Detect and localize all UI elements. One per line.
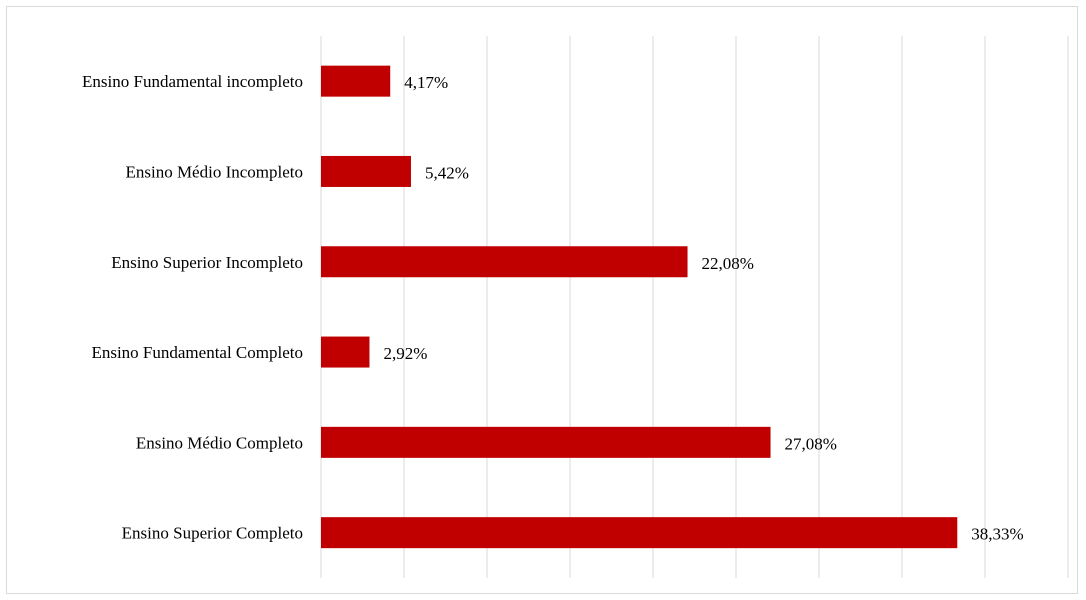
data-label-3: 22,08% — [702, 254, 754, 273]
category-label-4: Ensino Fundamental Completo — [91, 343, 303, 362]
category-label-1: Ensino Fundamental incompleto — [82, 72, 303, 91]
category-label-5: Ensino Médio Completo — [136, 433, 303, 452]
chart-frame — [6, 6, 1078, 594]
bar-4 — [321, 336, 370, 368]
category-label-3: Ensino Superior Incompleto — [111, 253, 303, 272]
bars — [321, 65, 958, 549]
category-labels: Ensino Fundamental incompleto Ensino Médi… — [82, 72, 303, 543]
bar-2 — [321, 155, 411, 187]
bar-6 — [321, 517, 958, 549]
category-label-6: Ensino Superior Completo — [122, 524, 303, 543]
data-label-5: 27,08% — [785, 434, 837, 453]
data-label-6: 38,33% — [971, 525, 1023, 544]
gridlines — [320, 36, 1069, 578]
data-label-4: 2,92% — [383, 344, 427, 363]
bar-5 — [321, 426, 771, 458]
data-label-1: 4,17% — [404, 73, 448, 92]
category-label-2: Ensino Médio Incompleto — [125, 162, 303, 181]
bar-1 — [321, 65, 391, 97]
value-labels: 4,17% 5,42% 22,08% 2,92% 27,08% 38,33% — [383, 73, 1023, 544]
data-label-2: 5,42% — [425, 163, 469, 182]
bar-3 — [321, 246, 688, 278]
